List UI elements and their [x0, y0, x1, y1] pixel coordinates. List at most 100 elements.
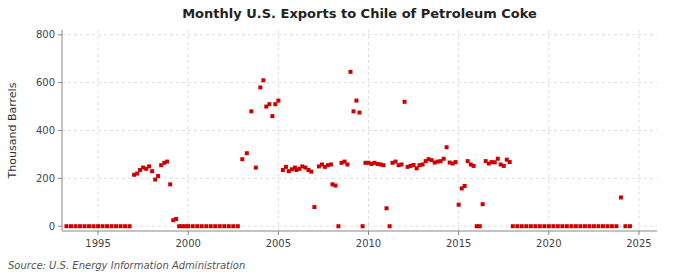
- axes: 1995200020052010201520202025020040060080…: [36, 29, 652, 249]
- x-tick-label: 2010: [356, 238, 381, 249]
- point: [245, 151, 249, 155]
- grid-line-y: [62, 178, 657, 179]
- x-tick: [458, 231, 459, 235]
- point: [101, 224, 105, 228]
- point: [445, 145, 449, 149]
- point: [147, 164, 151, 168]
- point: [336, 224, 340, 228]
- y-tick-label: 800: [36, 29, 55, 40]
- point: [273, 102, 277, 106]
- point: [614, 224, 618, 228]
- point: [249, 109, 253, 113]
- point: [547, 224, 551, 228]
- x-tick-label: 2005: [266, 238, 291, 249]
- point: [454, 160, 458, 164]
- point: [276, 99, 280, 103]
- chart: 1995200020052010201520202025020040060080…: [0, 0, 675, 275]
- point: [583, 224, 587, 228]
- point: [240, 157, 244, 161]
- grid-line-x: [548, 30, 549, 231]
- point: [354, 99, 358, 103]
- point: [623, 224, 627, 228]
- point: [119, 224, 123, 228]
- point: [533, 224, 537, 228]
- grid-line-x: [368, 30, 369, 231]
- point: [87, 224, 91, 228]
- point: [442, 157, 446, 161]
- grid: [62, 30, 657, 231]
- points: [65, 70, 632, 228]
- point: [222, 224, 226, 228]
- point: [542, 224, 546, 228]
- point: [569, 224, 573, 228]
- point: [174, 217, 178, 221]
- y-tick-label: 0: [49, 221, 55, 232]
- x-tick: [548, 231, 549, 235]
- point: [601, 224, 605, 228]
- point: [628, 224, 632, 228]
- point: [348, 70, 352, 74]
- point: [69, 224, 73, 228]
- point: [218, 224, 222, 228]
- grid-line-x: [188, 30, 189, 231]
- point: [156, 174, 160, 178]
- point: [388, 224, 392, 228]
- title: Monthly U.S. Exports to Chile of Petrole…: [182, 6, 537, 21]
- point: [496, 157, 500, 161]
- point: [358, 111, 362, 115]
- point: [65, 224, 69, 228]
- point: [312, 205, 316, 209]
- point: [236, 224, 240, 228]
- x-axis-line: [62, 231, 657, 232]
- y-axis-label: Thousand Barrels: [6, 82, 19, 179]
- x-tick-label: 2015: [446, 238, 471, 249]
- point: [596, 224, 600, 228]
- point: [114, 224, 118, 228]
- point: [334, 184, 338, 188]
- grid-line-y: [62, 82, 657, 83]
- point: [574, 224, 578, 228]
- source: Source: U.S. Energy Information Administ…: [8, 260, 245, 271]
- point: [578, 224, 582, 228]
- point: [610, 224, 614, 228]
- grid-line-x: [98, 30, 99, 231]
- point: [457, 203, 461, 207]
- y-tick: [58, 82, 62, 83]
- point: [153, 178, 157, 182]
- x-tick: [98, 231, 99, 235]
- y-tick-label: 600: [36, 77, 55, 88]
- point: [481, 202, 485, 206]
- point: [209, 224, 213, 228]
- y-tick-label: 200: [36, 173, 55, 184]
- point: [403, 100, 407, 104]
- x-tick-label: 1995: [85, 238, 110, 249]
- point: [587, 224, 591, 228]
- grid-line-x: [458, 30, 459, 231]
- point: [231, 224, 235, 228]
- point: [309, 170, 313, 174]
- point: [463, 184, 467, 188]
- point: [123, 224, 127, 228]
- grid-line-y: [62, 34, 657, 35]
- point: [83, 224, 87, 228]
- point: [267, 102, 271, 106]
- point: [150, 169, 154, 173]
- point: [135, 172, 139, 176]
- y-tick-label: 400: [36, 125, 55, 136]
- point: [560, 224, 564, 228]
- point: [329, 162, 333, 166]
- point: [529, 224, 533, 228]
- point: [478, 224, 482, 228]
- grid-line-x: [278, 30, 279, 231]
- point: [381, 163, 385, 167]
- point: [270, 114, 274, 118]
- point: [78, 224, 82, 228]
- point: [565, 224, 569, 228]
- x-tick-label: 2000: [175, 238, 200, 249]
- point: [551, 224, 555, 228]
- grid-line-y: [62, 130, 657, 131]
- point: [227, 224, 231, 228]
- point: [508, 160, 512, 164]
- point: [511, 224, 515, 228]
- x-tick: [638, 231, 639, 235]
